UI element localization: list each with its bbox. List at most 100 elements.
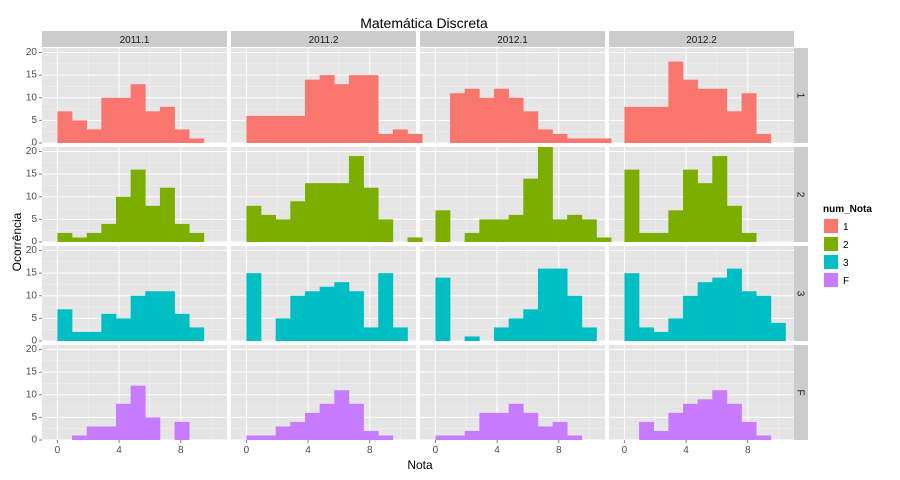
histogram-bar: [116, 97, 131, 143]
histogram-bar: [567, 295, 583, 341]
y-tick-label: 5: [31, 313, 37, 324]
histogram-bar: [189, 327, 205, 341]
legend-swatch: [824, 273, 838, 287]
histogram-bar: [378, 435, 394, 440]
histogram-bar: [668, 412, 684, 440]
histogram-bar: [581, 327, 597, 341]
histogram-bar: [479, 412, 495, 440]
histogram-bar: [392, 327, 408, 341]
histogram-bar: [334, 183, 350, 242]
histogram-bar: [537, 268, 553, 341]
histogram-bar: [756, 295, 772, 341]
histogram-bar: [189, 232, 205, 242]
x-tick-label: 8: [178, 445, 184, 456]
histogram-bar: [275, 426, 291, 440]
histogram-bar: [86, 331, 102, 341]
histogram-bar: [450, 435, 466, 440]
histogram-bar: [145, 111, 161, 143]
y-tick-label: 0: [31, 435, 37, 446]
legend-label: 3: [843, 258, 849, 269]
histogram-bar: [319, 75, 335, 143]
y-tick-label: 10: [26, 191, 38, 202]
histogram-bar: [552, 268, 568, 341]
histogram-bar: [261, 115, 277, 143]
histogram-bar: [624, 273, 640, 341]
row-strip: [792, 345, 808, 440]
histogram-bar: [275, 219, 291, 242]
histogram-bar: [726, 268, 742, 341]
histogram-bar: [567, 435, 583, 440]
column-strip: [231, 31, 416, 47]
histogram-bar: [101, 313, 117, 341]
histogram-bar: [174, 129, 190, 143]
histogram-bar: [653, 430, 669, 440]
histogram-bar: [508, 403, 524, 440]
histogram-bar: [348, 75, 364, 143]
legend-title: num_Nota: [823, 204, 872, 215]
histogram-bar: [596, 237, 612, 242]
histogram-bar: [334, 84, 350, 143]
histogram-bar: [464, 232, 480, 242]
histogram-bar: [668, 318, 684, 341]
histogram-bar: [101, 97, 117, 143]
x-tick-label: 8: [367, 445, 373, 456]
y-tick-label: 15: [26, 268, 38, 279]
row-strip-label: 1: [795, 93, 806, 99]
y-tick-label: 0: [31, 237, 37, 248]
histogram-bar: [741, 291, 757, 341]
histogram-bar: [290, 115, 306, 143]
x-tick-label: 0: [55, 445, 61, 456]
y-tick-label: 20: [26, 245, 38, 256]
histogram-bar: [290, 201, 306, 242]
histogram-bar: [435, 435, 451, 440]
histogram-bar: [697, 183, 713, 242]
column-strip: [420, 31, 605, 47]
column-strip: [42, 31, 227, 47]
legend-swatch: [824, 237, 838, 251]
x-tick-label: 0: [433, 445, 439, 456]
histogram-bar: [479, 219, 495, 242]
histogram-bar: [523, 111, 539, 143]
histogram-bar: [639, 421, 655, 440]
histogram-bar: [726, 205, 742, 242]
histogram-bar: [174, 313, 190, 341]
histogram-bar: [624, 106, 640, 143]
histogram-bar: [101, 223, 117, 242]
histogram-bar: [552, 421, 568, 440]
x-tick-label: 8: [556, 445, 562, 456]
histogram-bar: [581, 219, 597, 242]
row-strip-label: 2: [795, 192, 806, 198]
histogram-bar: [130, 84, 146, 143]
histogram-bar: [450, 93, 466, 143]
histogram-bar: [523, 309, 539, 341]
histogram-bar: [552, 133, 568, 143]
histogram-bar: [174, 223, 190, 242]
histogram-bar: [378, 133, 394, 143]
histogram-bar: [319, 286, 335, 341]
histogram-bar: [552, 219, 568, 242]
histogram-bar: [464, 88, 480, 143]
histogram-bar: [407, 237, 423, 242]
chart-title: Matemática Discreta: [360, 15, 488, 31]
histogram-bar: [261, 214, 277, 242]
histogram-bar: [246, 115, 262, 143]
column-strip: [609, 31, 794, 47]
histogram-bar: [567, 138, 583, 143]
histogram-bar: [57, 232, 73, 242]
column-strip-label: 2012.2: [686, 35, 717, 46]
histogram-bar: [145, 205, 161, 242]
x-tick-label: 4: [494, 445, 500, 456]
histogram-bar: [363, 187, 379, 242]
y-axis-title: Ocorrência: [10, 212, 24, 271]
legend-items: 1 2 3 F: [822, 217, 849, 289]
histogram-bar: [130, 169, 146, 242]
histogram-bar: [683, 403, 698, 440]
histogram-bar: [290, 421, 306, 440]
histogram-bar: [435, 277, 451, 341]
histogram-bar: [246, 435, 262, 440]
histogram-bar: [86, 232, 102, 242]
histogram-bar: [683, 169, 698, 242]
histogram-bar: [363, 430, 379, 440]
histogram-bar: [712, 156, 728, 242]
histogram-bar: [57, 111, 73, 143]
